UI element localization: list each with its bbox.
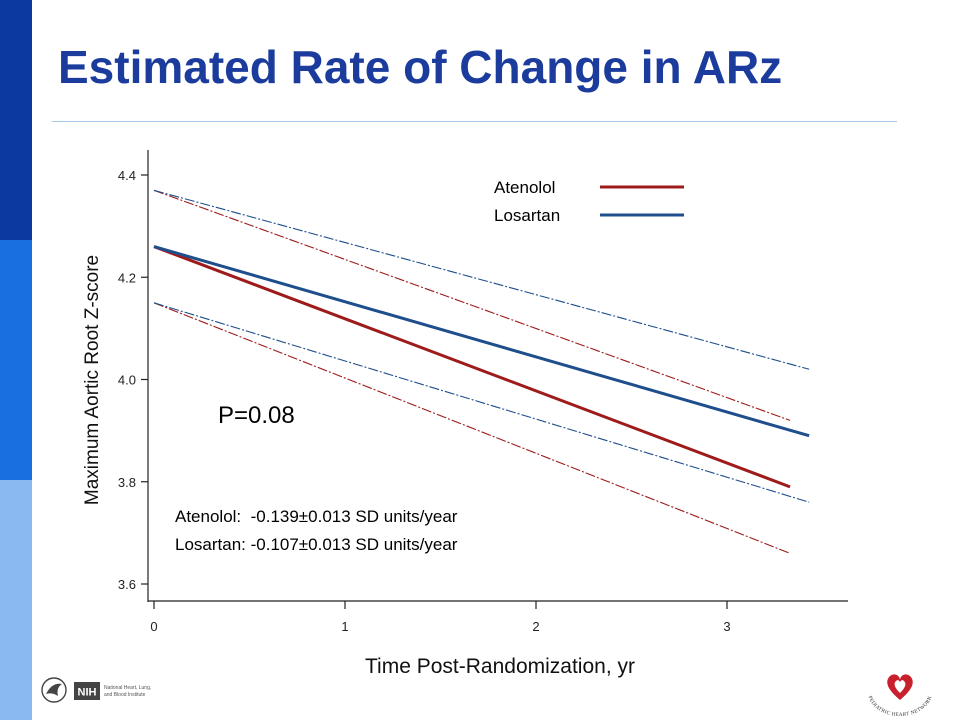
pediatric-heart-network-logo: PEDIATRIC HEART NETWORK — [867, 674, 933, 718]
y-tick-label: 3.8 — [118, 475, 136, 490]
y-tick-label: 4.0 — [118, 373, 136, 388]
chart-marks — [153, 189, 810, 554]
x-tick-label: 1 — [341, 619, 348, 634]
sidebar-segment-top — [0, 0, 32, 240]
nih-institute-text-1: National Heart, Lung, — [104, 685, 151, 691]
x-tick-label: 2 — [532, 619, 539, 634]
legend-label-atenolol: Atenolol — [494, 178, 555, 197]
y-tick-label: 4.4 — [118, 168, 136, 183]
p-value-annotation: P=0.08 — [218, 402, 295, 429]
y-tick-label: 3.6 — [118, 577, 136, 592]
losartan-series-line — [153, 245, 810, 438]
x-tick-label: 0 — [150, 619, 157, 634]
atenolol-ci-upper-line — [153, 189, 791, 421]
x-axis-label: Time Post-Randomization, yr — [365, 655, 635, 678]
atenolol-series-line — [153, 245, 791, 489]
chart-legend: Atenolol Losartan — [494, 178, 684, 225]
losartan-ci-upper-line — [153, 189, 810, 370]
nih-logo: NIH National Heart, Lung, and Blood Inst… — [74, 682, 151, 700]
legend-label-losartan: Losartan — [494, 206, 560, 225]
y-tick-label: 4.2 — [118, 270, 136, 285]
title-divider — [52, 121, 897, 122]
rate-annotation-losartan: Losartan: -0.107±0.013 SD units/year — [175, 535, 458, 554]
atenolol-ci-lower-line — [153, 302, 791, 554]
losartan-ci-lower-line — [153, 302, 810, 503]
hhs-eagle-logo — [41, 677, 67, 703]
chart-axes: 3.6 3.8 4.0 4.2 4.4 0 1 2 3 — [118, 150, 848, 634]
sidebar-segment-middle — [0, 240, 32, 480]
sidebar-segment-bottom — [0, 480, 32, 720]
slide-title: Estimated Rate of Change in ARz — [58, 41, 783, 93]
nih-badge-text: NIH — [78, 687, 97, 699]
rate-annotation-atenolol: Atenolol: -0.139±0.013 SD units/year — [175, 507, 458, 526]
slide-sidebar — [0, 0, 32, 720]
y-axis-label: Maximum Aortic Root Z-score — [82, 255, 103, 505]
nih-institute-text-2: and Blood Institute — [104, 692, 146, 698]
x-tick-label: 3 — [723, 619, 730, 634]
